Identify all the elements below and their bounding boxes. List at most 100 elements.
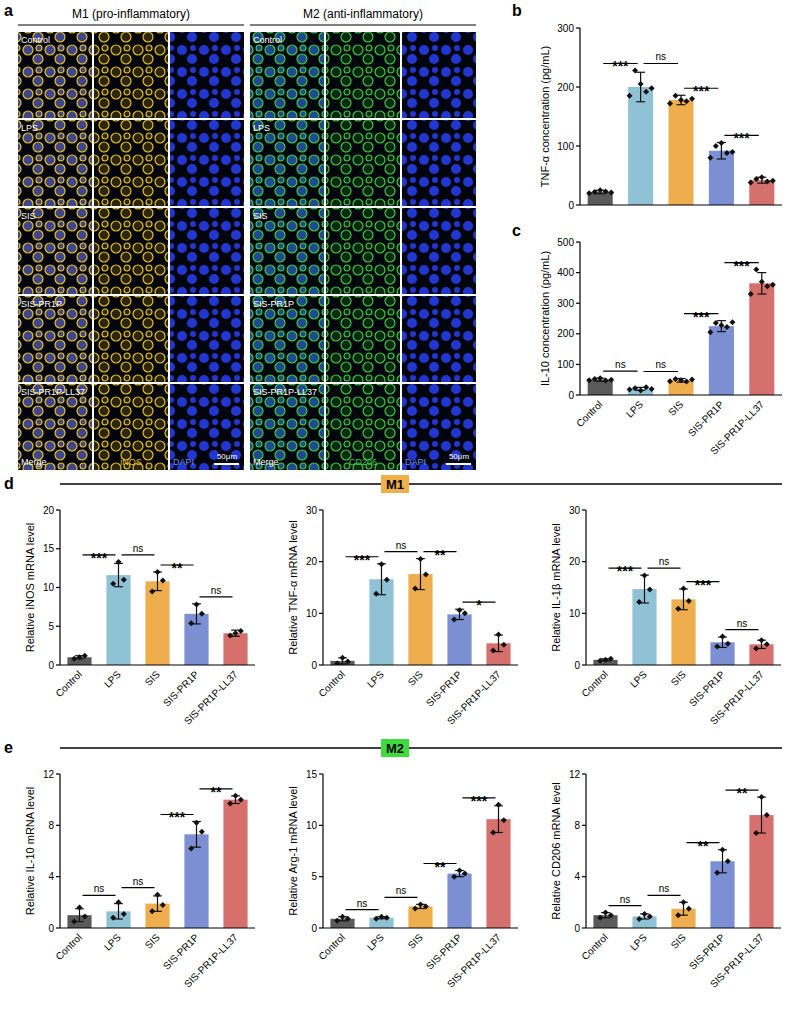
plot-area (586, 267, 776, 395)
x-tick-label: SIS-PR1P-LL37 (445, 931, 503, 989)
x-tick-label: Control (53, 669, 84, 700)
x-tick-label: SIS (669, 931, 688, 950)
x-axis (586, 927, 781, 928)
y-tick (576, 204, 580, 205)
micrograph-marker (250, 32, 324, 118)
error-bar (114, 904, 123, 919)
micrograph-dapi (402, 296, 476, 382)
chart: 0100200300TNF-α concentration (pg/mL)***… (539, 23, 782, 211)
y-tick (56, 587, 60, 588)
micrograph-dapi (250, 384, 324, 470)
y-tick (582, 613, 586, 614)
row-label: SIS-PR1P (253, 299, 294, 309)
data-point (227, 801, 233, 807)
data-point (238, 797, 244, 803)
micrograph (326, 208, 400, 294)
significance-bracket (385, 897, 418, 898)
y-tick-label: 0 (311, 660, 317, 671)
data-point (720, 634, 726, 640)
significance-bracket (603, 371, 637, 372)
panel-header: M1 (pro-inflammatory) (72, 7, 190, 21)
data-point (340, 655, 346, 661)
data-point (71, 919, 77, 925)
significance-label: ns (133, 543, 144, 554)
error-line (420, 559, 421, 590)
data-point (707, 155, 713, 161)
data-point (423, 572, 429, 578)
data-point (457, 868, 463, 874)
micrograph-marker (326, 296, 400, 382)
data-point (681, 899, 687, 905)
significance-label: ns (357, 898, 368, 909)
x-tick-label: SIS-PR1P (161, 931, 201, 971)
y-tick-label: 30 (306, 505, 318, 516)
micrograph-dapi (18, 384, 92, 470)
micrograph (18, 120, 92, 206)
micrograph (402, 296, 476, 382)
data-point (496, 802, 502, 808)
micrograph (94, 208, 168, 294)
error-cap (114, 918, 123, 919)
data-point (632, 67, 638, 73)
x-tick-label: SIS-PR1P (424, 668, 464, 708)
panel-letter: e (4, 739, 13, 756)
data-point (334, 918, 340, 924)
micrograph-marker (94, 32, 168, 118)
micrograph (94, 296, 168, 382)
data-point (384, 577, 390, 583)
error-line (498, 806, 499, 833)
data-point (121, 911, 127, 917)
bar (628, 87, 653, 205)
y-tick-label: 12 (569, 769, 581, 780)
chart: 05101520Relative iNOS mRNA levelControlL… (24, 505, 255, 727)
micrograph (250, 208, 324, 294)
data-point (194, 602, 200, 608)
x-tick-label: LPS (102, 931, 123, 952)
micrograph-dapi (250, 32, 324, 118)
y-tick (319, 773, 323, 774)
data-point (675, 912, 681, 918)
significance-label: *** (693, 83, 710, 99)
y-axis (322, 510, 323, 665)
significance-bracket (648, 567, 681, 568)
x-tick-label: Control (316, 932, 347, 963)
x-tick-label: Control (53, 932, 84, 963)
micrograph-marker (326, 120, 400, 206)
y-tick (576, 303, 580, 304)
row-label: SIS (253, 211, 268, 221)
y-axis (585, 774, 586, 928)
micrograph-dapi (170, 296, 244, 382)
data-point (675, 606, 681, 612)
data-point (188, 620, 194, 626)
scale-bar-label: 50μm (449, 452, 470, 461)
y-tick-label: 20 (569, 556, 581, 567)
y-tick-label: 5 (311, 871, 317, 882)
data-point (155, 569, 161, 575)
data-point (121, 577, 127, 583)
significance-label: ** (172, 560, 183, 576)
bar (223, 633, 247, 665)
micrograph-dapi (250, 208, 324, 294)
micrograph (402, 32, 476, 118)
bar (709, 151, 734, 205)
bar (588, 192, 613, 205)
data-point (667, 101, 673, 107)
row-label: SIS-PR1P-LL37 (253, 387, 317, 397)
data-point (684, 379, 690, 385)
x-tick-label: SIS (406, 668, 425, 687)
data-point (160, 902, 166, 908)
row-label: LPS (21, 123, 38, 133)
bar (709, 326, 734, 395)
micrograph-marker (250, 296, 324, 382)
data-point (418, 556, 424, 562)
data-point (753, 645, 759, 651)
data-point (764, 812, 770, 818)
y-axis-title: Relative IL-1β mRNA level (550, 523, 562, 652)
y-tick-label: 100 (557, 141, 574, 152)
x-axis (323, 664, 518, 665)
group-title: M1 (386, 477, 404, 492)
error-bar (75, 909, 84, 922)
y-tick (582, 876, 586, 877)
x-tick-label: Control (579, 932, 610, 963)
error-cap (636, 101, 645, 102)
